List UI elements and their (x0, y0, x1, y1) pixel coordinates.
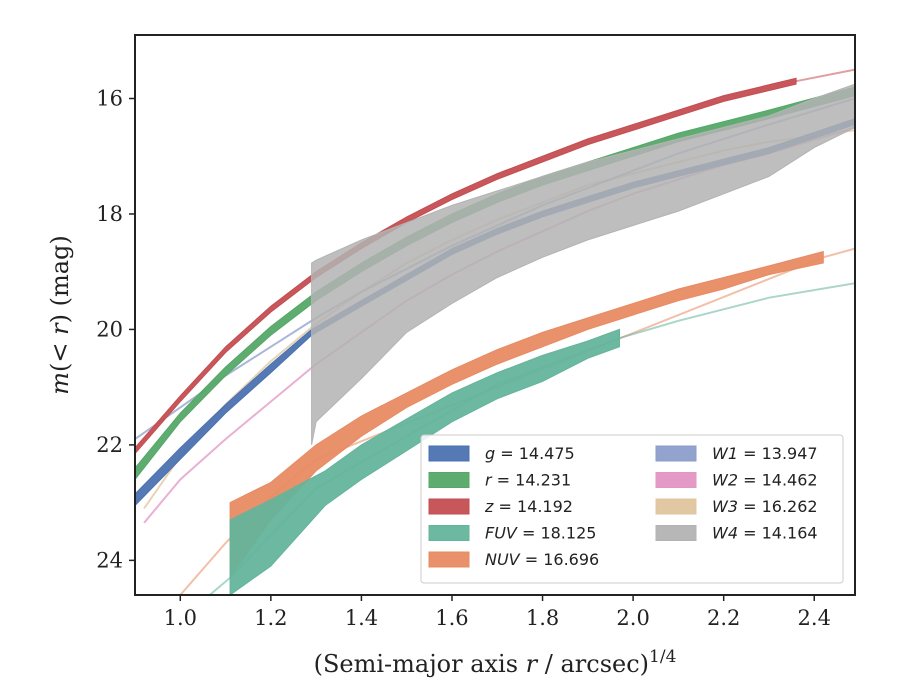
legend-label-r: r = 14.231 (485, 471, 571, 490)
legend-label-w3: W3 = 16.262 (712, 497, 818, 516)
legend-label-w4: W4 = 14.164 (712, 524, 818, 543)
legend-swatch-w3 (655, 498, 697, 515)
legend-label-nuv: NUV = 16.696 (485, 550, 599, 569)
legend-label-z: z = 14.192 (484, 497, 573, 516)
x-tick-label: 1.8 (526, 606, 559, 630)
plot-frame (134, 34, 856, 596)
x-tick-label: 1.6 (435, 606, 468, 630)
legend-swatch-w2 (655, 472, 697, 488)
y-axis-label: m(< r) (mag) (46, 235, 74, 395)
plot-area (135, 68, 855, 595)
legend-label-fuv: FUV = 18.125 (485, 524, 596, 543)
legend: g = 14.475 r = 14.231 z = 14.192 FUV = 18.1… (420, 434, 844, 584)
x-tick-label: 1.0 (164, 606, 197, 630)
legend-label-w1: W1 = 13.947 (712, 444, 818, 463)
series-nuv-band (229, 250, 824, 580)
y-tick-label: 24 (96, 548, 123, 572)
legend-frame (420, 434, 844, 584)
legend-label-w2: W2 = 14.462 (712, 471, 818, 490)
x-tick-label: 2.0 (616, 606, 649, 630)
x-tick-label: 1.4 (345, 606, 378, 630)
x-tick-label: 2.4 (798, 606, 831, 630)
x-tick-label: 1.2 (254, 606, 287, 630)
legend-swatch-w4 (655, 525, 697, 541)
y-tick-label: 22 (96, 433, 123, 457)
series-z-extension (795, 68, 855, 83)
x-tick-label: 2.2 (707, 606, 740, 630)
legend-swatch-nuv (428, 551, 470, 568)
series-w4-band (311, 83, 855, 445)
legend-swatch-fuv (428, 525, 470, 541)
y-tick-label: 16 (96, 87, 123, 111)
legend-swatch-r (428, 472, 470, 488)
y-axis-ticks: 16 18 20 22 24 (96, 87, 135, 572)
legend-swatch-g (428, 445, 470, 462)
x-axis-label: (Semi-major axis r / arcsec)1/4 (314, 647, 677, 678)
series-fuv-band (229, 328, 620, 595)
legend-label-g: g = 14.475 (485, 444, 575, 463)
y-tick-label: 18 (96, 202, 123, 226)
legend-swatch-z (428, 498, 470, 515)
x-axis-ticks: 1.0 1.2 1.4 1.6 1.8 2.0 2.2 2.4 (164, 595, 831, 630)
legend-swatch-w1 (655, 445, 697, 462)
y-tick-label: 20 (96, 317, 123, 341)
